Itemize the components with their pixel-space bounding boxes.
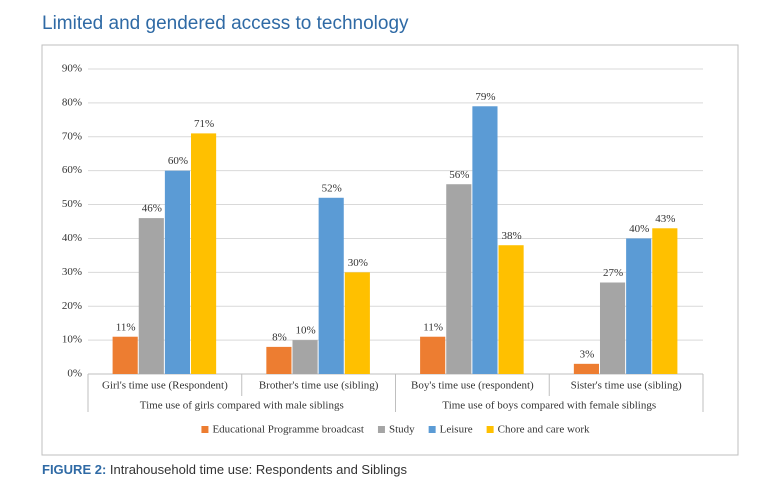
value-label: 30% — [348, 257, 368, 269]
bar — [446, 184, 472, 374]
y-tick-label: 60% — [62, 164, 82, 176]
value-label: 10% — [295, 325, 315, 337]
bar — [164, 170, 191, 374]
bar — [599, 282, 626, 374]
group-label: Time use of girls compared with male sib… — [140, 400, 344, 412]
legend-swatch — [377, 426, 385, 433]
value-label: 27% — [603, 267, 623, 279]
y-tick-label: 70% — [62, 130, 82, 142]
y-tick-label: 80% — [62, 96, 82, 108]
bar — [344, 272, 370, 374]
bar — [420, 336, 446, 374]
bar — [652, 228, 678, 374]
bar — [472, 106, 498, 375]
y-tick-label: 20% — [62, 300, 82, 312]
bar — [191, 133, 217, 374]
y-tick-label: 0% — [67, 368, 82, 380]
bar — [112, 336, 138, 374]
value-label: 60% — [168, 155, 188, 167]
caption: FIGURE 2: Intrahousehold time use: Respo… — [42, 462, 407, 477]
value-label: 56% — [449, 169, 469, 181]
caption-text: Intrahousehold time use: Respondents and… — [110, 462, 408, 477]
bar — [138, 218, 164, 374]
y-tick-label: 50% — [62, 198, 82, 210]
x-tick-label: Sister's time use (sibling) — [571, 380, 682, 392]
legend-label: Study — [389, 424, 415, 436]
caption-label: FIGURE 2: — [42, 462, 106, 477]
value-label: 52% — [322, 182, 342, 194]
value-label: 40% — [629, 223, 649, 235]
x-tick-label: Boy's time use (respondent) — [411, 380, 534, 392]
value-label: 46% — [142, 203, 162, 215]
legend-label: Chore and care work — [498, 424, 590, 436]
y-tick-label: 30% — [62, 266, 82, 278]
value-label: 11% — [116, 321, 136, 333]
x-tick-label: Girl's time use (Respondent) — [102, 380, 228, 392]
value-label: 43% — [655, 213, 675, 225]
value-label: 71% — [194, 118, 214, 130]
value-label: 11% — [423, 321, 443, 333]
chart-frame — [41, 44, 739, 456]
bar — [626, 238, 652, 374]
y-tick-label: 90% — [62, 63, 82, 75]
bar — [573, 363, 599, 374]
legend-label: Educational Programme broadcast — [212, 424, 364, 436]
bar — [318, 197, 344, 374]
value-label: 3% — [580, 348, 595, 360]
legend-label: Leisure — [440, 424, 473, 436]
y-tick-label: 10% — [62, 334, 82, 346]
legend-swatch — [428, 426, 436, 433]
x-tick-label: Brother's time use (sibling) — [259, 380, 379, 392]
group-label: Time use of boys compared with female si… — [442, 400, 656, 412]
y-tick-label: 40% — [62, 232, 82, 244]
bar — [498, 245, 524, 374]
value-label: 8% — [272, 331, 287, 343]
bar — [266, 346, 292, 374]
bar — [292, 340, 318, 374]
legend-swatch — [201, 426, 209, 433]
value-label: 79% — [475, 91, 495, 103]
legend-swatch — [486, 426, 494, 433]
value-label: 38% — [501, 230, 521, 242]
chart-title: Limited and gendered access to technolog… — [42, 13, 409, 34]
